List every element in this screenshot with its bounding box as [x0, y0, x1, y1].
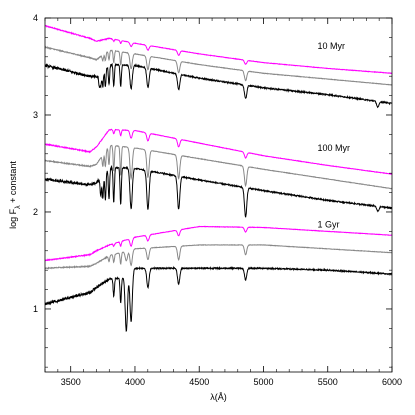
spectrum-100-myr-3 — [45, 128, 392, 175]
annotation-100-myr: 100 Myr — [317, 143, 350, 153]
spectrum-100-myr-4 — [45, 144, 392, 190]
y-axis-label-suffix: + constant — [8, 161, 18, 206]
x-tick-label: 4500 — [189, 377, 209, 387]
x-axis-label: λ(Å) — [210, 392, 227, 402]
spectrum-1-gyr-7 — [45, 244, 392, 270]
y-tick-label: 2 — [33, 207, 38, 217]
y-tick-label: 4 — [33, 13, 38, 23]
spectrum-1-gyr-6 — [45, 225, 392, 262]
y-axis-label: log Fλ + constant — [8, 161, 22, 229]
x-tick-label: 6000 — [382, 377, 402, 387]
y-tick-label: 1 — [33, 304, 38, 314]
x-tick-label: 5000 — [253, 377, 273, 387]
y-axis-label-main: log F — [8, 208, 18, 229]
x-tick-label: 3500 — [61, 377, 81, 387]
spectrum-10-myr-0 — [45, 24, 392, 75]
annotation-1-gyr: 1 Gyr — [317, 219, 339, 229]
spectrum-10-myr-2 — [45, 62, 392, 109]
y-tick-label: 3 — [33, 110, 38, 120]
spectrum-10-myr-1 — [45, 45, 392, 86]
spectrum-1-gyr-8 — [45, 265, 392, 332]
y-axis-label-sub: λ — [15, 205, 22, 209]
x-tick-label: 5500 — [318, 377, 338, 387]
plot-frame — [44, 17, 393, 373]
annotation-10-myr: 10 Myr — [317, 41, 345, 51]
x-tick-label: 4000 — [125, 377, 145, 387]
spectrum-100-myr-5 — [45, 165, 392, 218]
